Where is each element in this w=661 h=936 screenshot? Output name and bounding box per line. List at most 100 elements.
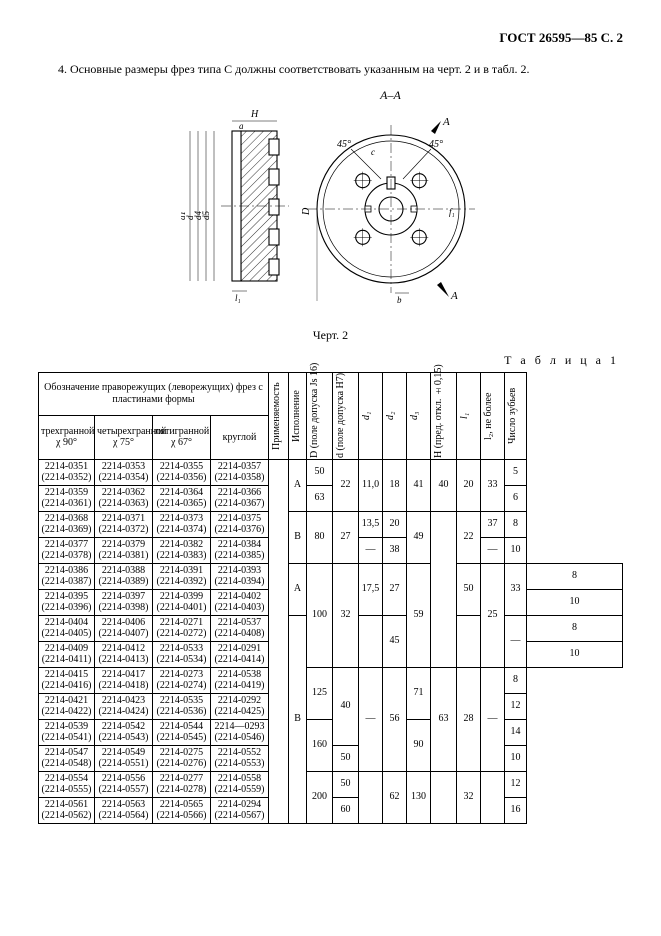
- cell: —: [481, 537, 505, 563]
- cell: 33: [505, 563, 527, 615]
- cell: 2214-0421(2214-0422): [39, 693, 95, 719]
- cell: 2214-0552(2214-0553): [211, 745, 269, 771]
- cell: 2214-0535(2214-0536): [153, 693, 211, 719]
- cell: 8: [527, 563, 623, 589]
- cell: 2214-0364(2214-0365): [153, 485, 211, 511]
- col-round: круглой: [211, 416, 269, 460]
- cell: 2214-0371(2214-0372): [95, 511, 153, 537]
- cell: 100: [307, 563, 333, 667]
- col-tri: трехгранной χ 90°: [39, 416, 95, 460]
- cell: 50: [307, 459, 333, 485]
- cell: 2214-0373(2214-0374): [153, 511, 211, 537]
- cell: —: [481, 667, 505, 771]
- cell: 80: [307, 511, 333, 563]
- cell: A: [289, 563, 307, 615]
- cell: 2214-0544(2214-0545): [153, 719, 211, 745]
- cell: 2214-0275(2214-0276): [153, 745, 211, 771]
- cell: 22: [457, 511, 481, 563]
- cell: 10: [527, 589, 623, 615]
- cell: 12: [505, 693, 527, 719]
- cell: 2214-0406(2214-0407): [95, 615, 153, 641]
- cell: 32: [333, 563, 359, 667]
- cell: 90: [407, 719, 431, 771]
- cell: 32: [457, 771, 481, 823]
- cell: 71: [407, 667, 431, 719]
- cell: 28: [457, 667, 481, 771]
- cell: 2214-0539(2214-0541): [39, 719, 95, 745]
- cell: 40: [333, 667, 359, 745]
- table-body: 2214-0351(2214-0352)2214-0353(2214-0354)…: [39, 459, 623, 823]
- cell: 2214-0353(2214-0354): [95, 459, 153, 485]
- cell: A: [289, 459, 307, 511]
- cell: 2214-0423(2214-0424): [95, 693, 153, 719]
- cell: 125: [307, 667, 333, 719]
- cell: 2214-0417(2214-0418): [95, 667, 153, 693]
- cell: 62: [383, 771, 407, 823]
- cell: 50: [333, 745, 359, 771]
- svg-text:f₁: f₁: [449, 207, 455, 217]
- figure-svg: Had5d4dd1l₁45°45°ААDcf₁b: [181, 103, 481, 317]
- cell: 2214-0355(2214-0356): [153, 459, 211, 485]
- cell: 160: [307, 719, 333, 771]
- cell: 2214-0375(2214-0376): [211, 511, 269, 537]
- cell: 33: [481, 459, 505, 511]
- table-label: Т а б л и ц а 1: [38, 353, 619, 368]
- cell: 2214-0294(2214-0567): [211, 797, 269, 823]
- cell: 8: [505, 667, 527, 693]
- col-quad: четырехгранной χ 75°: [95, 416, 153, 460]
- cell: —: [359, 537, 383, 563]
- table-head: Обозначение праворежущих (леворежущих) ф…: [39, 372, 623, 459]
- cell: 13,5: [359, 511, 383, 537]
- col-d2: d₂: [385, 374, 397, 458]
- cell: 6: [505, 485, 527, 511]
- cell: 20: [383, 511, 407, 537]
- cell: 2214-0558(2214-0559): [211, 771, 269, 797]
- cell: 2214-0404(2214-0405): [39, 615, 95, 641]
- cell: 63: [431, 667, 457, 771]
- cell: 2214-0359(2214-0361): [39, 485, 95, 511]
- cell: 2214-0549(2214-0551): [95, 745, 153, 771]
- cell: 56: [383, 667, 407, 771]
- cell: 2214-0291(2214-0414): [211, 641, 269, 667]
- cell: 2214-0415(2214-0416): [39, 667, 95, 693]
- cell: 8: [505, 511, 527, 537]
- col-D: D (поле допуска Js 16): [309, 374, 321, 458]
- cell: [481, 771, 505, 823]
- cell: 10: [505, 745, 527, 771]
- svg-text:b: b: [397, 295, 402, 305]
- section-label: А–А: [158, 88, 623, 103]
- cell: 37: [481, 511, 505, 537]
- cell: 2214-0537(2214-0408): [211, 615, 269, 641]
- cell: 2214-0397(2214-0398): [95, 589, 153, 615]
- cell: 10: [527, 641, 623, 667]
- cell: 2214-0554(2214-0555): [39, 771, 95, 797]
- cell: [457, 615, 481, 667]
- svg-text:a: a: [239, 121, 244, 131]
- cell: 11,0: [359, 459, 383, 511]
- col-l2: l₂, не более: [483, 374, 495, 458]
- cell: 2214-0561(2214-0562): [39, 797, 95, 823]
- cell: 2214-0393(2214-0394): [211, 563, 269, 589]
- col-z: Число зубьев: [507, 374, 519, 458]
- svg-text:H: H: [250, 109, 259, 120]
- cell: 2214-0273(2214-0274): [153, 667, 211, 693]
- cell: 2214-0563(2214-0564): [95, 797, 153, 823]
- cell: [359, 615, 383, 667]
- cell: 2214-0271(2214-0272): [153, 615, 211, 641]
- col-applic: Применяемость: [271, 374, 283, 458]
- svg-text:l₁: l₁: [235, 293, 241, 303]
- cell: 63: [307, 485, 333, 511]
- cell: [269, 459, 289, 823]
- col-l1: l₁: [459, 374, 471, 458]
- cell: 27: [333, 511, 359, 563]
- cell: [431, 771, 457, 823]
- cell: 45: [383, 615, 407, 667]
- page-header: ГОСТ 26595—85 С. 2: [38, 30, 623, 46]
- cell: 2214-0377(2214-0378): [39, 537, 95, 563]
- cell: 130: [407, 771, 431, 823]
- svg-text:А: А: [442, 116, 450, 128]
- cell: —: [505, 615, 527, 667]
- cell: 2214-0368(2214-0369): [39, 511, 95, 537]
- cell: 2214-0565(2214-0566): [153, 797, 211, 823]
- cell: 25: [481, 563, 505, 667]
